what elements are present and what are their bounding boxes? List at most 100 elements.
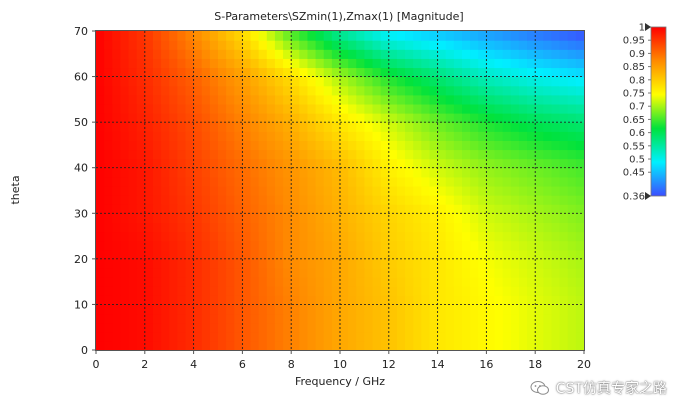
heatmap-cell — [169, 85, 178, 96]
heatmap-cell — [551, 85, 561, 96]
heatmap-cell — [551, 258, 561, 269]
heatmap-cell — [486, 40, 496, 50]
heatmap-cell — [218, 67, 227, 78]
heatmap-cell — [575, 167, 585, 178]
heatmap-cell — [201, 76, 211, 87]
heatmap-cell — [315, 286, 325, 296]
heatmap-cell — [104, 258, 113, 269]
heatmap-cell — [209, 176, 219, 187]
heatmap-cell — [340, 213, 349, 223]
heatmap-cell — [559, 167, 569, 178]
heatmap-cell — [437, 204, 447, 214]
heatmap-cell — [356, 131, 365, 141]
heatmap-cell — [323, 176, 333, 187]
heatmap-cell — [152, 295, 162, 306]
heatmap-cell — [429, 122, 439, 132]
heatmap-cell — [567, 249, 577, 260]
heatmap-cell — [429, 286, 439, 296]
heatmap-cell — [372, 76, 382, 87]
heatmap-cell — [128, 94, 138, 105]
heatmap-cell — [510, 185, 520, 196]
heatmap-cell — [96, 167, 105, 178]
heatmap-cell — [209, 286, 219, 296]
heatmap-cell — [445, 94, 455, 105]
heatmap-cell — [331, 331, 341, 342]
heatmap-cell — [388, 258, 398, 269]
heatmap-cell — [104, 240, 113, 251]
heatmap-cell — [161, 267, 170, 278]
heatmap-cell — [494, 176, 504, 187]
heatmap-cell — [372, 131, 382, 141]
heatmap-cell — [340, 58, 349, 69]
heatmap-cell — [226, 140, 235, 151]
heatmap-cell — [340, 40, 349, 50]
heatmap-cell — [315, 94, 325, 105]
heatmap-cell — [340, 249, 349, 260]
heatmap-cell — [209, 258, 219, 269]
heatmap-cell — [104, 140, 113, 151]
heatmap-cell — [527, 122, 536, 132]
heatmap-cell — [201, 213, 211, 223]
heatmap-cell — [185, 67, 195, 78]
heatmap-cell — [234, 176, 243, 187]
heatmap-cell — [136, 131, 146, 141]
heatmap-cell — [104, 277, 113, 287]
heatmap-cell — [242, 304, 252, 315]
heatmap-cell — [128, 231, 138, 242]
heatmap-cell — [510, 213, 520, 223]
heatmap-cell — [226, 158, 235, 169]
heatmap-cell — [152, 85, 162, 96]
heatmap-cell — [144, 286, 154, 296]
heatmap-cell — [356, 76, 365, 87]
heatmap-cell — [307, 131, 317, 141]
heatmap-cell — [209, 240, 219, 251]
heatmap-cell — [405, 113, 414, 123]
heatmap-cell — [193, 103, 203, 114]
heatmap-cell — [152, 140, 162, 151]
heatmap-cell — [218, 149, 227, 160]
heatmap-cell — [266, 222, 276, 233]
heatmap-cell — [185, 231, 195, 242]
heatmap-cell — [152, 131, 162, 141]
heatmap-cell — [112, 76, 121, 87]
heatmap-cell — [96, 140, 105, 151]
heatmap-cell — [185, 195, 195, 205]
heatmap-cell — [128, 204, 138, 214]
heatmap-cell — [112, 322, 121, 333]
heatmap-cell — [201, 185, 211, 196]
heatmap-cell — [575, 149, 585, 160]
heatmap-cell — [396, 49, 406, 59]
heatmap-cell — [315, 340, 325, 351]
heatmap-cell — [543, 304, 553, 315]
heatmap-cell — [226, 240, 235, 251]
heatmap-cell — [396, 85, 406, 96]
heatmap-cell — [429, 85, 439, 96]
x-tick-label: 10 — [333, 358, 347, 371]
heatmap-cell — [152, 340, 162, 351]
heatmap-cell — [405, 331, 414, 342]
heatmap-cell — [266, 304, 276, 315]
heatmap-cell — [510, 240, 520, 251]
heatmap-cell — [543, 76, 553, 87]
heatmap-cell — [218, 222, 227, 233]
heatmap-cell — [169, 94, 178, 105]
heatmap-cell — [177, 176, 187, 187]
heatmap-cell — [226, 76, 235, 87]
watermark-text: CST仿真专家之路 — [555, 381, 667, 397]
heatmap-cell — [274, 340, 284, 351]
y-tick-label: 30 — [74, 207, 88, 220]
heatmap-cell — [356, 322, 365, 333]
heatmap-cell — [161, 222, 170, 233]
heatmap-cell — [169, 267, 178, 278]
heatmap-cell — [161, 249, 170, 260]
heatmap-cell — [413, 322, 422, 333]
heatmap-cell — [266, 85, 276, 96]
heatmap-cell — [437, 76, 447, 87]
x-tick-label: 16 — [479, 358, 493, 371]
heatmap-cell — [242, 322, 252, 333]
heatmap-cell — [470, 49, 479, 59]
heatmap-cell — [478, 340, 487, 351]
heatmap-cell — [527, 185, 536, 196]
heatmap-cell — [323, 85, 333, 96]
heatmap-cell — [356, 40, 365, 50]
